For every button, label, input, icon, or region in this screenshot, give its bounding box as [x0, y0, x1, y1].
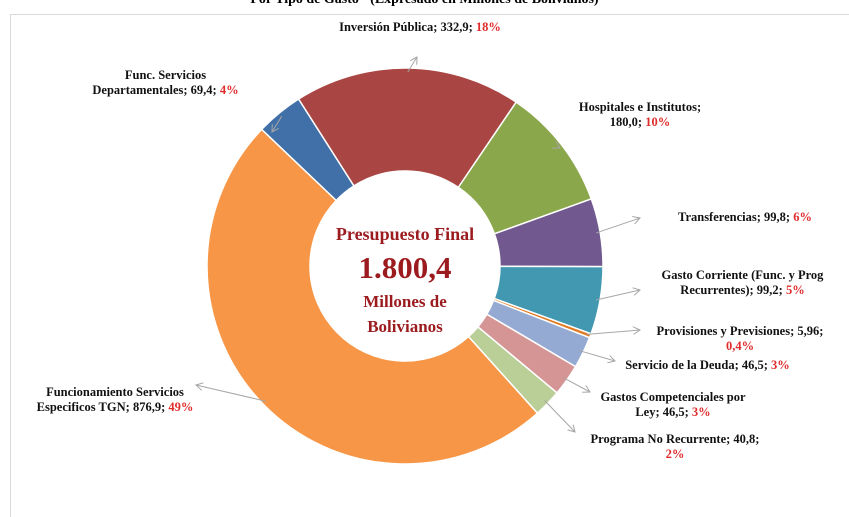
leader-line: [558, 147, 560, 148]
label-percent: 18%: [475, 20, 501, 34]
label-percent: 5%: [785, 283, 805, 297]
data-label: Servicio de la Deuda46,53%: [620, 358, 795, 373]
label-value: 46,5: [742, 358, 771, 372]
label-percent: 3%: [691, 405, 711, 419]
data-label: Provisiones y Previsiones5,96 0,4%: [645, 324, 835, 354]
center-text: 1.800,4: [359, 250, 452, 285]
frame: [10, 14, 849, 517]
data-label: Funcionamiento Servicios Especificos TGN…: [30, 385, 200, 415]
label-value: 332,9: [441, 20, 476, 34]
leader-line: [586, 330, 640, 335]
data-label: Gastos Competenciales por Ley46,53%: [593, 390, 753, 420]
donut-slice: [206, 128, 539, 465]
label-percent: 3%: [771, 358, 790, 372]
label-value: 46,5: [663, 405, 692, 419]
data-label: Programa No Recurrente40,8 2%: [580, 432, 770, 462]
label-percent: 49%: [168, 400, 194, 414]
label-value: 99,8: [764, 210, 793, 224]
label-percent: 10%: [645, 115, 671, 129]
leader-line: [544, 400, 575, 432]
leader-line: [407, 57, 417, 73]
leader-line: [579, 350, 615, 361]
leader-line: [595, 290, 640, 301]
label-name: Hospitales e Institutos: [579, 100, 701, 114]
donut-slice: [297, 67, 518, 189]
label-value: 876,9: [133, 400, 168, 414]
label-value: 5,96: [797, 324, 823, 338]
label-percent: 4%: [219, 83, 239, 97]
data-label: Hospitales e Institutos180,010%: [565, 100, 715, 130]
label-name: Func. Servicios Departamentales: [92, 68, 206, 97]
data-label: Transferencias99,86%: [660, 210, 830, 225]
label-name: Gasto Corriente (Func. y Prog Recurrente…: [662, 268, 824, 297]
label-value: 180,0: [610, 115, 645, 129]
label-name: Provisiones y Previsiones: [657, 324, 798, 338]
label-name: Programa No Recurrente: [591, 432, 734, 446]
center-text: Presupuesto Final: [336, 224, 474, 244]
label-name: Transferencias: [678, 210, 764, 224]
data-label: Gasto Corriente (Func. y Prog Recurrente…: [660, 268, 825, 298]
leader-line: [272, 115, 283, 132]
leader-line: [196, 385, 267, 402]
label-percent: 2%: [665, 447, 685, 461]
label-value: 69,4: [191, 83, 220, 97]
data-label: Inversión Pública332,918%: [330, 20, 510, 35]
label-name: Inversión Pública: [339, 20, 440, 34]
leader-line: [563, 377, 590, 392]
label-value: 99,2: [757, 283, 786, 297]
leader-line: [595, 218, 640, 234]
label-value: 40,8: [733, 432, 759, 446]
center-text: Millones de: [363, 292, 447, 311]
label-percent: 6%: [793, 210, 812, 224]
label-name: Servicio de la Deuda: [625, 358, 742, 372]
center-text: Bolivianos: [367, 317, 443, 336]
data-label: Func. Servicios Departamentales69,44%: [88, 68, 243, 98]
chart-title: Por Tipo de Gasto" (Expresado en Millone…: [0, 0, 849, 8]
label-percent: 0,4%: [725, 339, 755, 353]
